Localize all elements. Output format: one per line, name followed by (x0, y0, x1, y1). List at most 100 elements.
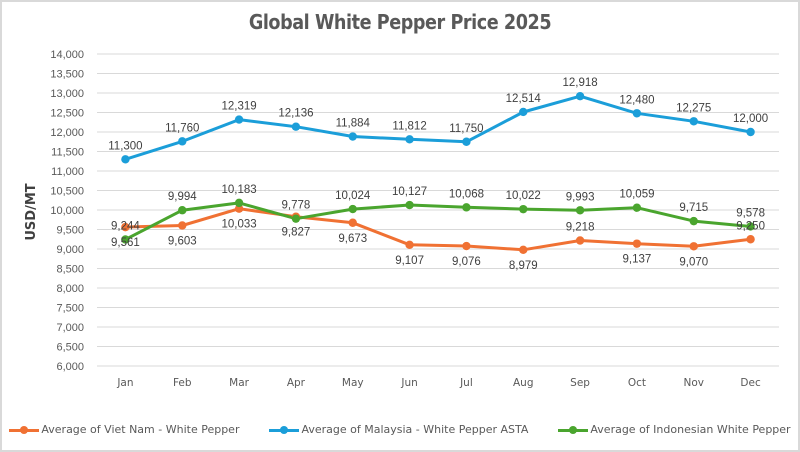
y-tick-labels: 6,000 6,500 7,000 7,500 8,000 8,500 9,000 9,500… (50, 49, 84, 373)
data-label: 9,218 (566, 221, 595, 233)
data-label: 11,760 (165, 122, 199, 134)
y-tick-label: 13,000 (50, 88, 84, 100)
x-tick-label: Nov (684, 377, 705, 389)
y-tick-label: 12,000 (50, 127, 84, 139)
data-point (689, 242, 698, 251)
series-line (125, 207, 751, 252)
y-tick-label: 9,000 (56, 244, 84, 256)
data-label: 9,715 (679, 202, 708, 214)
data-label: 10,068 (449, 188, 484, 200)
y-tick-label: 10,500 (50, 186, 84, 198)
data-point (462, 137, 471, 146)
data-point (632, 203, 642, 212)
y-tick-label: 13,500 (50, 69, 84, 81)
data-point (462, 203, 471, 212)
data-label: 12,514 (506, 93, 542, 105)
data-label: 9,994 (168, 191, 197, 203)
data-point (632, 109, 642, 118)
series-line (124, 94, 751, 161)
series-points (121, 91, 755, 255)
data-point (632, 239, 642, 248)
x-tick-label: Aug (513, 377, 534, 389)
data-point (746, 222, 755, 231)
y-tick-label: 11,000 (51, 166, 84, 178)
data-label: 9,250 (736, 220, 765, 232)
data-label: 9,107 (395, 255, 424, 267)
x-tick-label: Jun (400, 377, 417, 389)
legend-item: Average of Malaysia - White Pepper ASTA (269, 423, 528, 436)
data-label: 11,812 (392, 120, 426, 132)
series-lines (124, 94, 751, 252)
x-tick-label: Sep (570, 377, 590, 389)
y-tick-label: 12,500 (50, 108, 84, 120)
x-tick-label: Apr (287, 377, 306, 389)
data-label: 12,275 (676, 102, 711, 114)
legend-swatch-icon (558, 425, 589, 435)
y-tick-label: 10,000 (50, 205, 84, 217)
y-tick-label: 9,500 (56, 225, 84, 237)
data-label: 10,183 (221, 184, 256, 196)
data-point (519, 107, 528, 117)
data-point (689, 216, 698, 226)
data-label: 10,022 (506, 190, 541, 202)
data-point (575, 91, 585, 101)
data-label: 10,024 (335, 190, 371, 202)
data-label: 12,480 (619, 94, 654, 106)
data-point (746, 235, 755, 244)
y-tick-label: 6,000 (56, 361, 84, 373)
data-label: 10,059 (619, 189, 654, 201)
data-point (121, 222, 130, 232)
data-point (519, 204, 528, 214)
legend-swatch-icon (269, 425, 300, 435)
data-point (575, 236, 585, 245)
data-point (178, 206, 187, 215)
data-label: 9,244 (111, 220, 140, 232)
x-tick-label: Dec (740, 377, 761, 389)
data-point (234, 204, 244, 213)
x-tick-label: May (342, 377, 364, 389)
data-label: 9,137 (623, 254, 652, 266)
y-tick-label: 7,500 (56, 303, 84, 315)
data-label: 9,578 (736, 207, 765, 219)
data-label: 12,319 (221, 101, 256, 113)
data-label: 12,000 (733, 113, 768, 125)
data-label: 11,884 (336, 118, 371, 130)
data-point (462, 241, 471, 251)
data-point (405, 240, 414, 250)
y-axis-label: USD/MT (24, 183, 39, 240)
y-tick-label: 14,000 (50, 49, 84, 61)
data-point (121, 155, 130, 164)
y-tick-label: 7,000 (56, 322, 84, 334)
data-point (348, 204, 357, 214)
data-label: 11,300 (108, 140, 142, 152)
data-label: 9,561 (111, 237, 140, 249)
data-label: 9,778 (282, 200, 311, 212)
x-tick-label: Mar (229, 377, 249, 389)
chart-title: Global White Pepper Price 2025 (248, 10, 552, 34)
x-tick-labels: Jan Feb Mar Apr May Jun Jul Aug Sep Oct Nov Dec (116, 377, 761, 389)
y-tick-label: 8,500 (56, 264, 84, 276)
data-label: 9,827 (282, 227, 311, 239)
data-point (746, 127, 755, 137)
data-labels: 9,561 9,603 10,033 9,827 9,673 9,107 9,076 8,97… (108, 77, 768, 272)
x-tick-label: Feb (173, 377, 192, 389)
data-point (405, 135, 414, 144)
data-label: 10,033 (221, 219, 256, 231)
data-label: 12,136 (278, 108, 313, 120)
data-point (348, 218, 357, 227)
data-label: 9,673 (338, 233, 367, 245)
data-point (291, 122, 301, 131)
data-label: 8,979 (509, 260, 538, 272)
data-point (519, 245, 528, 255)
data-point (234, 198, 244, 208)
y-tick-label: 11,500 (51, 147, 84, 159)
series-line (124, 201, 751, 241)
data-point (234, 115, 244, 124)
legend-label: Average of Malaysia - White Pepper ASTA (301, 423, 529, 436)
y-tick-label: 8,000 (56, 283, 84, 295)
legend-item: Average of Indonesian White Pepper (558, 423, 791, 436)
data-label: 9,076 (452, 256, 481, 268)
data-point (178, 137, 187, 146)
data-point (348, 132, 357, 141)
